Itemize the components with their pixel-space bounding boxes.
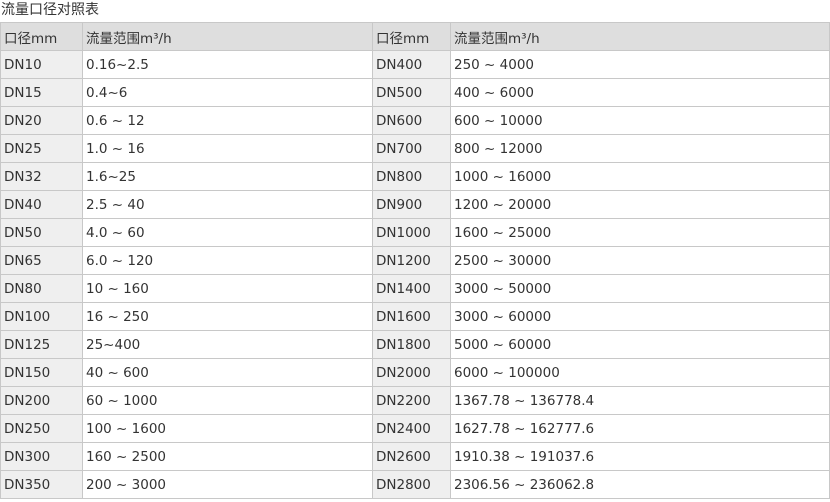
flow-range-cell: 250 ~ 4000 <box>450 50 830 79</box>
flow-range-cell: 1.6~25 <box>82 162 373 191</box>
table-row: DN125 25~400 DN1800 5000 ~ 60000 <box>0 330 830 359</box>
flow-range-cell: 600 ~ 10000 <box>450 106 830 135</box>
diameter-cell: DN80 <box>0 274 83 303</box>
table-row: DN350 200 ~ 3000 DN2800 2306.56 ~ 236062.8 <box>0 470 830 499</box>
flow-range-cell: 2500 ~ 30000 <box>450 246 830 275</box>
flow-range-cell: 5000 ~ 60000 <box>450 330 830 359</box>
table-row: DN80 10 ~ 160 DN1400 3000 ~ 50000 <box>0 274 830 303</box>
header-flow-range: 流量范围m³/h <box>82 22 373 51</box>
header-diameter: 口径mm <box>0 22 83 51</box>
flow-range-cell: 10 ~ 160 <box>82 274 373 303</box>
flow-range-cell: 800 ~ 12000 <box>450 134 830 163</box>
diameter-cell: DN300 <box>0 442 83 471</box>
diameter-cell: DN15 <box>0 78 83 107</box>
table-row: DN32 1.6~25 DN800 1000 ~ 16000 <box>0 162 830 191</box>
diameter-cell: DN350 <box>0 470 83 499</box>
flow-range-cell: 200 ~ 3000 <box>82 470 373 499</box>
table-row: DN100 16 ~ 250 DN1600 3000 ~ 60000 <box>0 302 830 331</box>
table-row: DN200 60 ~ 1000 DN2200 1367.78 ~ 136778.4 <box>0 386 830 415</box>
flow-range-cell: 1.0 ~ 16 <box>82 134 373 163</box>
flow-range-cell: 160 ~ 2500 <box>82 442 373 471</box>
flow-range-cell: 400 ~ 6000 <box>450 78 830 107</box>
flow-range-cell: 60 ~ 1000 <box>82 386 373 415</box>
flow-range-cell: 1627.78 ~ 162777.6 <box>450 414 830 443</box>
flow-range-cell: 0.4~6 <box>82 78 373 107</box>
diameter-cell: DN500 <box>372 78 451 107</box>
diameter-cell: DN400 <box>372 50 451 79</box>
diameter-cell: DN10 <box>0 50 83 79</box>
flow-diameter-table: 口径mm 流量范围m³/h 口径mm 流量范围m³/h DN10 0.16~2.5… <box>0 22 830 499</box>
diameter-cell: DN1400 <box>372 274 451 303</box>
flow-range-cell: 3000 ~ 50000 <box>450 274 830 303</box>
diameter-cell: DN125 <box>0 330 83 359</box>
flow-range-cell: 2306.56 ~ 236062.8 <box>450 470 830 499</box>
flow-range-cell: 1200 ~ 20000 <box>450 190 830 219</box>
diameter-cell: DN1000 <box>372 218 451 247</box>
diameter-cell: DN20 <box>0 106 83 135</box>
diameter-cell: DN700 <box>372 134 451 163</box>
diameter-cell: DN600 <box>372 106 451 135</box>
table-row: DN50 4.0 ~ 60 DN1000 1600 ~ 25000 <box>0 218 830 247</box>
flow-range-cell: 100 ~ 1600 <box>82 414 373 443</box>
diameter-cell: DN2600 <box>372 442 451 471</box>
diameter-cell: DN800 <box>372 162 451 191</box>
header-diameter: 口径mm <box>372 22 451 51</box>
diameter-cell: DN2000 <box>372 358 451 387</box>
flow-range-cell: 16 ~ 250 <box>82 302 373 331</box>
table-row: DN15 0.4~6 DN500 400 ~ 6000 <box>0 78 830 107</box>
table-row: DN25 1.0 ~ 16 DN700 800 ~ 12000 <box>0 134 830 163</box>
diameter-cell: DN900 <box>372 190 451 219</box>
table-row: DN10 0.16~2.5 DN400 250 ~ 4000 <box>0 50 830 79</box>
header-row: 口径mm 流量范围m³/h 口径mm 流量范围m³/h <box>0 22 830 51</box>
flow-range-cell: 3000 ~ 60000 <box>450 302 830 331</box>
flow-range-cell: 40 ~ 600 <box>82 358 373 387</box>
diameter-cell: DN40 <box>0 190 83 219</box>
flow-range-cell: 25~400 <box>82 330 373 359</box>
table-row: DN20 0.6 ~ 12 DN600 600 ~ 10000 <box>0 106 830 135</box>
flow-range-cell: 2.5 ~ 40 <box>82 190 373 219</box>
diameter-cell: DN1200 <box>372 246 451 275</box>
diameter-cell: DN1600 <box>372 302 451 331</box>
flow-range-cell: 1600 ~ 25000 <box>450 218 830 247</box>
flow-range-cell: 4.0 ~ 60 <box>82 218 373 247</box>
flow-range-cell: 0.6 ~ 12 <box>82 106 373 135</box>
table-row: DN300 160 ~ 2500 DN2600 1910.38 ~ 191037.6 <box>0 442 830 471</box>
table-row: DN40 2.5 ~ 40 DN900 1200 ~ 20000 <box>0 190 830 219</box>
flow-range-cell: 0.16~2.5 <box>82 50 373 79</box>
flow-range-cell: 1367.78 ~ 136778.4 <box>450 386 830 415</box>
flow-range-cell: 1000 ~ 16000 <box>450 162 830 191</box>
flow-range-cell: 1910.38 ~ 191037.6 <box>450 442 830 471</box>
header-flow-range: 流量范围m³/h <box>450 22 830 51</box>
diameter-cell: DN65 <box>0 246 83 275</box>
flow-range-cell: 6000 ~ 100000 <box>450 358 830 387</box>
diameter-cell: DN2200 <box>372 386 451 415</box>
diameter-cell: DN32 <box>0 162 83 191</box>
diameter-cell: DN25 <box>0 134 83 163</box>
diameter-cell: DN50 <box>0 218 83 247</box>
table-row: DN150 40 ~ 600 DN2000 6000 ~ 100000 <box>0 358 830 387</box>
diameter-cell: DN2400 <box>372 414 451 443</box>
diameter-cell: DN200 <box>0 386 83 415</box>
diameter-cell: DN100 <box>0 302 83 331</box>
diameter-cell: DN2800 <box>372 470 451 499</box>
diameter-cell: DN1800 <box>372 330 451 359</box>
table-row: DN65 6.0 ~ 120 DN1200 2500 ~ 30000 <box>0 246 830 275</box>
table-title: 流量口径对照表 <box>1 2 99 18</box>
diameter-cell: DN150 <box>0 358 83 387</box>
table-row: DN250 100 ~ 1600 DN2400 1627.78 ~ 162777.6 <box>0 414 830 443</box>
flow-range-cell: 6.0 ~ 120 <box>82 246 373 275</box>
diameter-cell: DN250 <box>0 414 83 443</box>
